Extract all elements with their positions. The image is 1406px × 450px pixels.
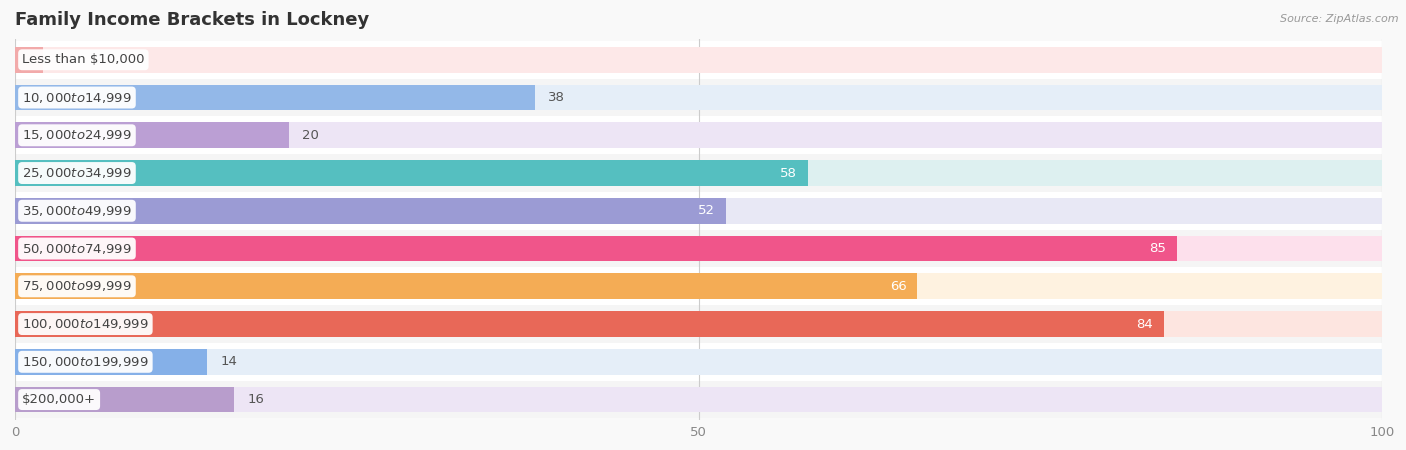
FancyBboxPatch shape	[15, 343, 1382, 381]
Text: $15,000 to $24,999: $15,000 to $24,999	[22, 128, 132, 142]
FancyBboxPatch shape	[15, 154, 1382, 192]
Text: 66: 66	[890, 280, 907, 293]
Text: 16: 16	[247, 393, 264, 406]
Bar	[15, 274, 918, 299]
FancyBboxPatch shape	[15, 381, 1382, 418]
Bar	[15, 236, 1177, 261]
Text: $200,000+: $200,000+	[22, 393, 96, 406]
Bar	[15, 198, 1382, 224]
Bar	[15, 311, 1382, 337]
Bar	[15, 387, 233, 412]
Text: Less than $10,000: Less than $10,000	[22, 53, 145, 66]
FancyBboxPatch shape	[15, 230, 1382, 267]
Bar	[15, 85, 1382, 110]
Text: 84: 84	[1136, 318, 1153, 331]
Text: 38: 38	[548, 91, 565, 104]
Bar	[15, 160, 1382, 186]
Bar	[15, 311, 1164, 337]
Text: 14: 14	[221, 356, 238, 368]
FancyBboxPatch shape	[15, 267, 1382, 305]
FancyBboxPatch shape	[15, 305, 1382, 343]
Bar	[15, 236, 1382, 261]
Bar	[15, 47, 1382, 72]
Bar	[15, 387, 1382, 412]
Bar	[15, 122, 288, 148]
Text: $100,000 to $149,999: $100,000 to $149,999	[22, 317, 149, 331]
Bar	[15, 349, 1382, 375]
Text: 2: 2	[56, 53, 65, 66]
Bar	[15, 198, 725, 224]
Text: $75,000 to $99,999: $75,000 to $99,999	[22, 279, 132, 293]
FancyBboxPatch shape	[15, 192, 1382, 230]
Text: $50,000 to $74,999: $50,000 to $74,999	[22, 242, 132, 256]
Bar	[15, 122, 1382, 148]
Bar	[15, 349, 207, 375]
Text: $10,000 to $14,999: $10,000 to $14,999	[22, 90, 132, 104]
Text: Family Income Brackets in Lockney: Family Income Brackets in Lockney	[15, 11, 370, 29]
FancyBboxPatch shape	[15, 117, 1382, 154]
Text: 52: 52	[699, 204, 716, 217]
Text: $150,000 to $199,999: $150,000 to $199,999	[22, 355, 149, 369]
Bar	[15, 85, 534, 110]
Text: $25,000 to $34,999: $25,000 to $34,999	[22, 166, 132, 180]
Text: 85: 85	[1150, 242, 1167, 255]
FancyBboxPatch shape	[15, 41, 1382, 79]
Bar	[15, 47, 42, 72]
Text: 58: 58	[780, 166, 797, 180]
Bar	[15, 160, 808, 186]
Text: 20: 20	[302, 129, 319, 142]
FancyBboxPatch shape	[15, 79, 1382, 117]
Text: $35,000 to $49,999: $35,000 to $49,999	[22, 204, 132, 218]
Bar	[15, 274, 1382, 299]
Text: Source: ZipAtlas.com: Source: ZipAtlas.com	[1281, 14, 1399, 23]
